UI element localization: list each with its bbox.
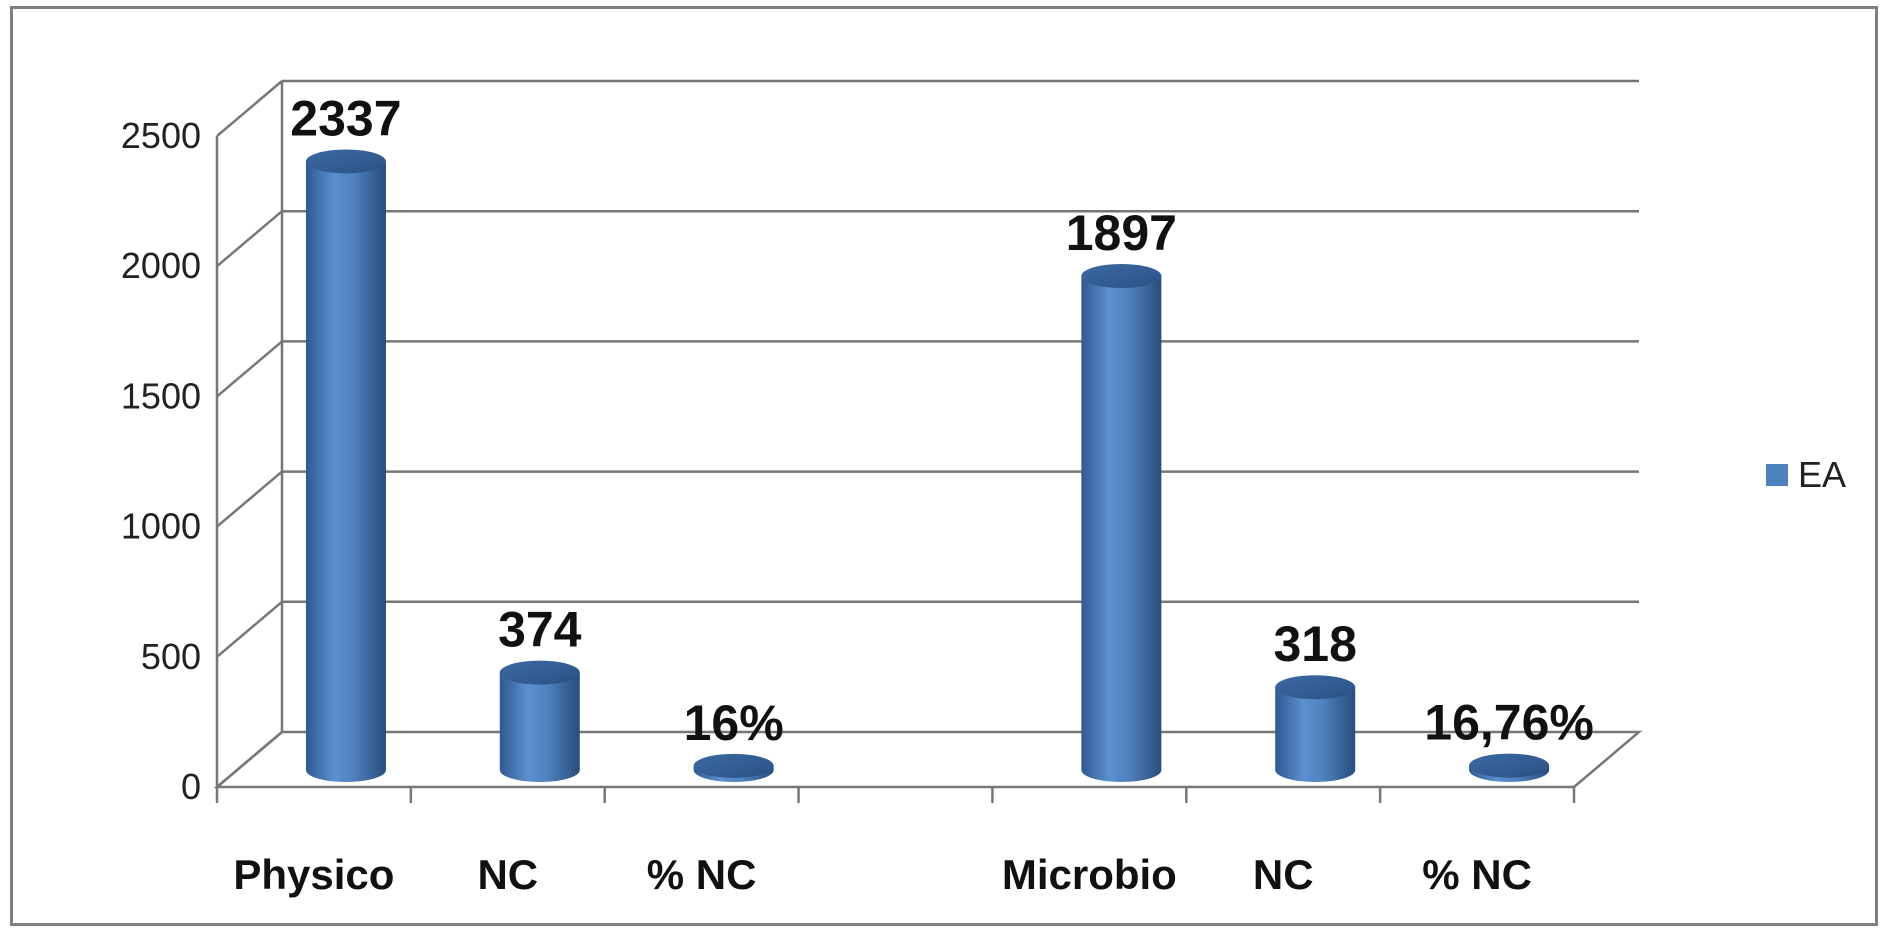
- bar-cylinder: [1081, 264, 1162, 783]
- gridline-depth: [216, 340, 283, 398]
- bar-cylinder-top: [305, 149, 386, 174]
- gridline-depth: [216, 470, 283, 528]
- bar-chart: 0 500 1000 1500 2000 2500 Physico NC % NC Microbi…: [121, 79, 1846, 898]
- y-tick-label: 0: [181, 766, 201, 807]
- bar-cylinder-top: [1275, 675, 1356, 700]
- y-tick-label: 1500: [121, 375, 201, 416]
- x-category-label: NC: [477, 851, 538, 898]
- legend-swatch: [1766, 464, 1788, 486]
- y-tick-label: 500: [141, 636, 201, 677]
- bar-cylinder-top: [693, 753, 774, 778]
- data-label: 318: [1273, 616, 1356, 672]
- axis-layer: [215, 136, 1576, 803]
- floor-plane: [213, 730, 1643, 789]
- chart-frame: 0 500 1000 1500 2000 2500 Physico NC % NC Microbi…: [10, 6, 1878, 926]
- bar-cylinder-body: [1275, 687, 1356, 782]
- gridline-depth: [216, 600, 283, 658]
- bar-cylinder: [305, 149, 386, 783]
- x-category-label: % NC: [1422, 851, 1532, 898]
- x-category-label: Microbio: [1002, 851, 1177, 898]
- data-label: 16,76%: [1424, 695, 1594, 751]
- x-category-label: % NC: [647, 851, 757, 898]
- data-label: 1897: [1066, 205, 1177, 261]
- bar-cylinder-top: [499, 660, 580, 685]
- grid-layer: [213, 79, 1643, 789]
- legend-label: EA: [1798, 454, 1846, 495]
- y-tick-label: 1000: [121, 506, 201, 547]
- bar-cylinder: [1469, 753, 1550, 783]
- data-label: 2337: [290, 90, 401, 146]
- bars-layer: [305, 149, 1550, 783]
- bar-cylinder-top: [1081, 264, 1162, 289]
- data-label: 16%: [684, 695, 784, 751]
- y-tick-label: 2500: [121, 115, 201, 156]
- bar-cylinder: [693, 753, 774, 783]
- x-category-label: NC: [1253, 851, 1314, 898]
- legend: EA: [1766, 454, 1846, 495]
- gridline-depth: [216, 210, 283, 268]
- bar-cylinder: [1275, 675, 1356, 782]
- bar-cylinder: [499, 660, 580, 783]
- y-tick-label: 2000: [121, 245, 201, 286]
- gridline-depth: [216, 80, 283, 137]
- bar-cylinder-body: [499, 672, 580, 783]
- bar-cylinder-top: [1469, 753, 1550, 778]
- data-label: 374: [498, 602, 582, 658]
- x-category-label: Physico: [233, 851, 394, 898]
- labels-layer: 0 500 1000 1500 2000 2500 Physico NC % NC Microbi…: [121, 90, 1594, 898]
- bar-cylinder-body: [305, 161, 386, 783]
- bar-cylinder-body: [1081, 276, 1162, 783]
